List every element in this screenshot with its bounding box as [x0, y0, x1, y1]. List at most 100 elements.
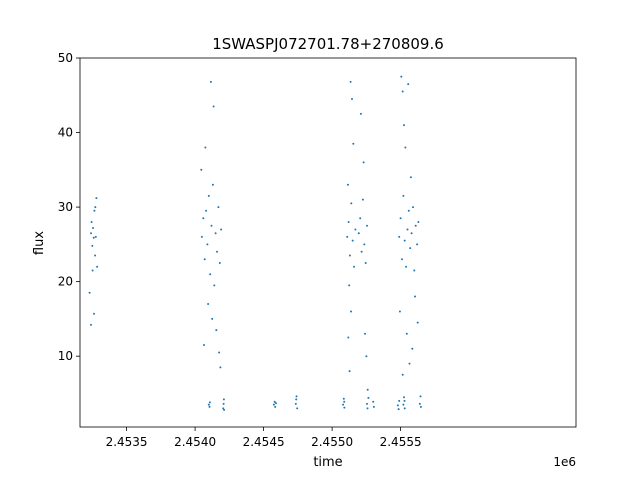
data-point — [407, 83, 410, 86]
data-point — [360, 250, 363, 253]
plot-frame — [79, 57, 577, 428]
data-point — [357, 232, 360, 235]
data-point — [91, 269, 94, 272]
data-point — [95, 197, 98, 200]
data-point — [207, 194, 210, 197]
data-point — [403, 124, 405, 127]
data-point — [210, 224, 213, 227]
data-point — [397, 408, 400, 411]
data-point — [215, 329, 218, 332]
data-point — [208, 401, 211, 404]
data-point — [213, 284, 216, 287]
data-point — [295, 398, 298, 401]
data-point — [348, 370, 351, 373]
data-point — [222, 402, 225, 405]
data-point — [93, 209, 96, 212]
data-point — [364, 332, 366, 335]
data-point — [347, 336, 350, 339]
data-point — [96, 265, 99, 268]
y-axis-label: flux — [32, 231, 47, 255]
data-point — [93, 312, 95, 315]
data-point — [296, 407, 299, 410]
y-tick-label: 50 — [58, 51, 73, 65]
data-point — [214, 232, 217, 235]
data-point — [349, 80, 352, 83]
data-point — [207, 303, 210, 305]
data-point — [400, 75, 403, 78]
data-point — [343, 400, 346, 403]
data-point — [218, 351, 221, 354]
data-point — [351, 98, 353, 100]
data-point — [412, 206, 414, 209]
data-point — [372, 400, 375, 403]
data-point — [203, 344, 205, 346]
data-point — [365, 355, 368, 358]
data-point — [208, 405, 211, 408]
data-point — [402, 194, 405, 197]
data-point — [342, 397, 345, 400]
data-point — [416, 243, 419, 246]
data-point — [362, 161, 365, 164]
data-point — [211, 317, 214, 320]
y-ticks: 10 20 30 40 50 — [58, 51, 80, 363]
data-point — [418, 402, 421, 405]
data-point — [416, 321, 419, 324]
data-point — [200, 235, 203, 238]
data-point — [205, 209, 208, 212]
data-point — [220, 228, 223, 231]
x-tick-label: 2.4540 — [174, 435, 216, 449]
data-point — [406, 228, 409, 231]
data-point — [405, 265, 408, 268]
data-point — [88, 291, 91, 294]
data-point — [366, 224, 368, 227]
data-point — [366, 407, 369, 410]
data-point — [402, 403, 405, 406]
data-point — [401, 258, 403, 261]
data-point — [222, 398, 225, 401]
data-point — [417, 221, 420, 223]
x-tick-label: 2.4555 — [380, 435, 422, 449]
data-point — [411, 347, 414, 350]
y-tick-label: 20 — [58, 275, 73, 289]
data-point — [94, 254, 97, 257]
data-point — [346, 183, 349, 186]
y-tick-label: 30 — [58, 200, 73, 214]
data-point — [407, 209, 410, 212]
x-tick-label: 2.4550 — [311, 435, 353, 449]
data-point — [91, 244, 94, 247]
data-point — [401, 90, 404, 93]
data-point — [219, 366, 222, 369]
x-tick-label: 2.4535 — [106, 435, 148, 449]
data-point — [351, 239, 354, 242]
data-point — [343, 406, 346, 409]
data-point — [216, 250, 218, 253]
data-point — [272, 403, 275, 406]
y-tick-label: 10 — [58, 349, 73, 363]
data-point — [346, 235, 349, 238]
data-point — [92, 227, 94, 229]
data-point — [350, 310, 352, 313]
data-point — [359, 112, 362, 115]
data-point — [399, 217, 402, 220]
data-point — [94, 206, 97, 209]
data-point — [359, 217, 362, 220]
data-point — [409, 247, 412, 250]
data-point — [90, 221, 93, 223]
data-point — [396, 404, 399, 407]
data-point — [90, 323, 92, 326]
data-point — [367, 396, 370, 399]
data-point — [403, 239, 406, 242]
data-point — [342, 403, 345, 406]
data-point — [405, 332, 408, 335]
data-point — [404, 146, 407, 149]
data-point — [206, 243, 209, 246]
data-point — [348, 254, 351, 257]
data-point — [364, 262, 367, 264]
data-point — [222, 407, 225, 410]
data-point — [294, 402, 297, 405]
x-offset-label: 1e6 — [553, 455, 576, 469]
x-ticks: 2.4535 2.4540 2.4545 2.4550 2.4555 — [106, 427, 422, 449]
data-point — [419, 405, 422, 408]
y-tick-label: 40 — [58, 126, 73, 140]
